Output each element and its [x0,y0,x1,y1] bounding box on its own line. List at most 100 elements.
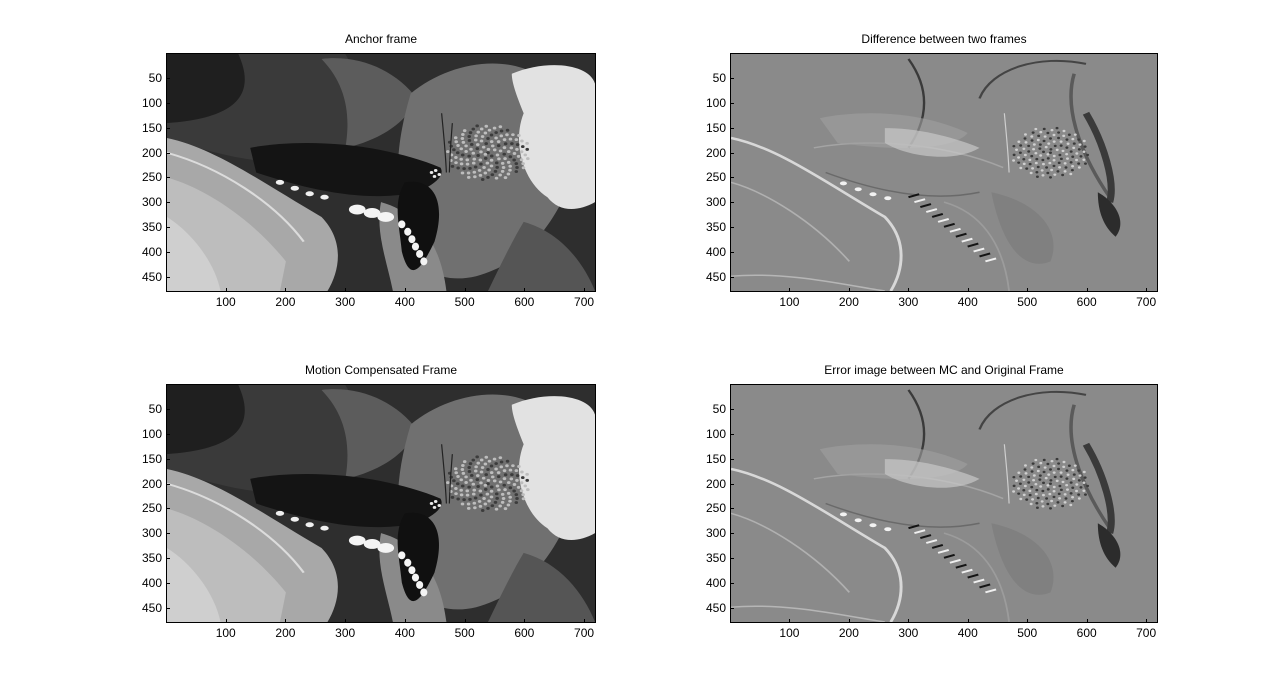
y-tick-label: 200 [706,146,730,160]
y-tick-label: 350 [142,551,166,565]
x-tick-mark [465,288,466,292]
x-tick-label: 600 [514,626,534,640]
x-tick-mark [849,619,850,623]
y-tick-label: 200 [706,477,730,491]
error-image [731,385,1157,622]
y-tick-mark [166,78,170,79]
y-tick-label: 350 [706,220,730,234]
y-tick-label: 50 [713,402,730,416]
x-tick-label: 300 [898,295,918,309]
x-tick-mark [908,619,909,623]
y-tick-label: 400 [706,576,730,590]
y-tick-mark [730,409,734,410]
panel-title: Error image between MC and Original Fram… [824,363,1063,377]
y-tick-mark [166,128,170,129]
y-tick-label: 250 [706,170,730,184]
y-tick-mark [166,508,170,509]
y-tick-label: 150 [706,121,730,135]
x-tick-mark [908,288,909,292]
x-tick-mark [1027,619,1028,623]
x-tick-mark [968,619,969,623]
x-tick-mark [226,288,227,292]
difference-image-axes [730,53,1158,292]
y-tick-label: 300 [706,195,730,209]
y-tick-mark [166,277,170,278]
x-tick-label: 400 [958,626,978,640]
y-tick-mark [730,277,734,278]
y-tick-mark [730,103,734,104]
panel-title: Motion Compensated Frame [305,363,457,377]
y-tick-label: 100 [706,427,730,441]
x-tick-label: 400 [395,626,415,640]
x-tick-label: 500 [455,295,475,309]
panel-title: Anchor frame [345,32,417,46]
x-tick-mark [849,288,850,292]
x-tick-mark [1087,619,1088,623]
x-tick-mark [524,288,525,292]
y-tick-label: 50 [713,71,730,85]
y-tick-label: 250 [706,501,730,515]
x-tick-mark [465,619,466,623]
y-tick-label: 150 [142,121,166,135]
y-tick-mark [166,434,170,435]
x-tick-mark [226,619,227,623]
y-tick-label: 400 [706,245,730,259]
y-tick-mark [730,78,734,79]
x-tick-label: 600 [514,295,534,309]
x-tick-mark [584,619,585,623]
y-tick-label: 150 [706,452,730,466]
y-tick-label: 450 [142,270,166,284]
y-tick-mark [730,484,734,485]
x-tick-mark [405,288,406,292]
y-tick-mark [166,533,170,534]
y-tick-label: 50 [149,402,166,416]
x-tick-mark [405,619,406,623]
x-tick-label: 200 [839,295,859,309]
y-tick-mark [166,484,170,485]
x-tick-label: 500 [455,626,475,640]
y-tick-label: 100 [142,427,166,441]
y-tick-label: 150 [142,452,166,466]
panel-title: Difference between two frames [861,32,1026,46]
y-tick-mark [166,202,170,203]
y-tick-label: 400 [142,576,166,590]
y-tick-mark [166,227,170,228]
anchor-image-axes [166,53,596,292]
x-tick-mark [345,619,346,623]
y-tick-mark [730,533,734,534]
y-tick-label: 250 [142,170,166,184]
y-tick-mark [730,508,734,509]
y-tick-mark [730,583,734,584]
anchor-image [167,54,595,291]
y-tick-label: 300 [142,195,166,209]
y-tick-label: 100 [142,96,166,110]
y-tick-label: 400 [142,245,166,259]
x-tick-label: 400 [395,295,415,309]
x-tick-label: 300 [335,626,355,640]
y-tick-label: 100 [706,96,730,110]
motion-compensated-image-axes [166,384,596,623]
y-tick-mark [166,103,170,104]
x-tick-label: 700 [574,295,594,309]
x-tick-label: 100 [779,626,799,640]
x-tick-mark [968,288,969,292]
y-tick-mark [730,608,734,609]
x-tick-label: 500 [1017,295,1037,309]
y-tick-label: 350 [706,551,730,565]
x-tick-label: 700 [574,626,594,640]
y-tick-label: 250 [142,501,166,515]
y-tick-mark [730,153,734,154]
x-tick-mark [1146,288,1147,292]
y-tick-label: 450 [142,601,166,615]
y-tick-label: 50 [149,71,166,85]
x-tick-label: 200 [275,295,295,309]
x-tick-label: 100 [216,295,236,309]
x-tick-mark [1087,288,1088,292]
x-tick-mark [584,288,585,292]
y-tick-mark [730,459,734,460]
motion-compensated-image [167,385,595,622]
y-tick-mark [166,583,170,584]
y-tick-mark [730,434,734,435]
x-tick-label: 700 [1136,295,1156,309]
y-tick-label: 200 [142,477,166,491]
